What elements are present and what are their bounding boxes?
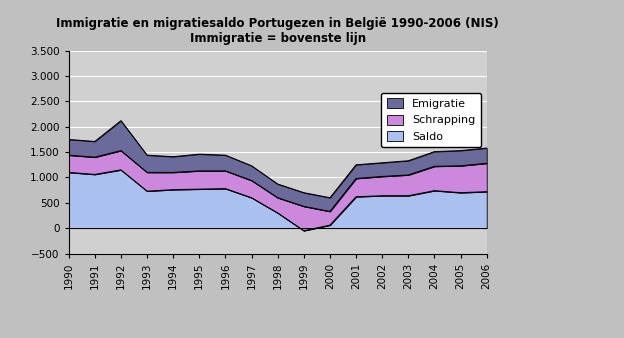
Title: Immigratie en migratiesaldo Portugezen in België 1990-2006 (NIS)
Immigratie = bo: Immigratie en migratiesaldo Portugezen i…	[56, 17, 499, 45]
Legend: Emigratie, Schrapping, Saldo: Emigratie, Schrapping, Saldo	[381, 93, 481, 147]
